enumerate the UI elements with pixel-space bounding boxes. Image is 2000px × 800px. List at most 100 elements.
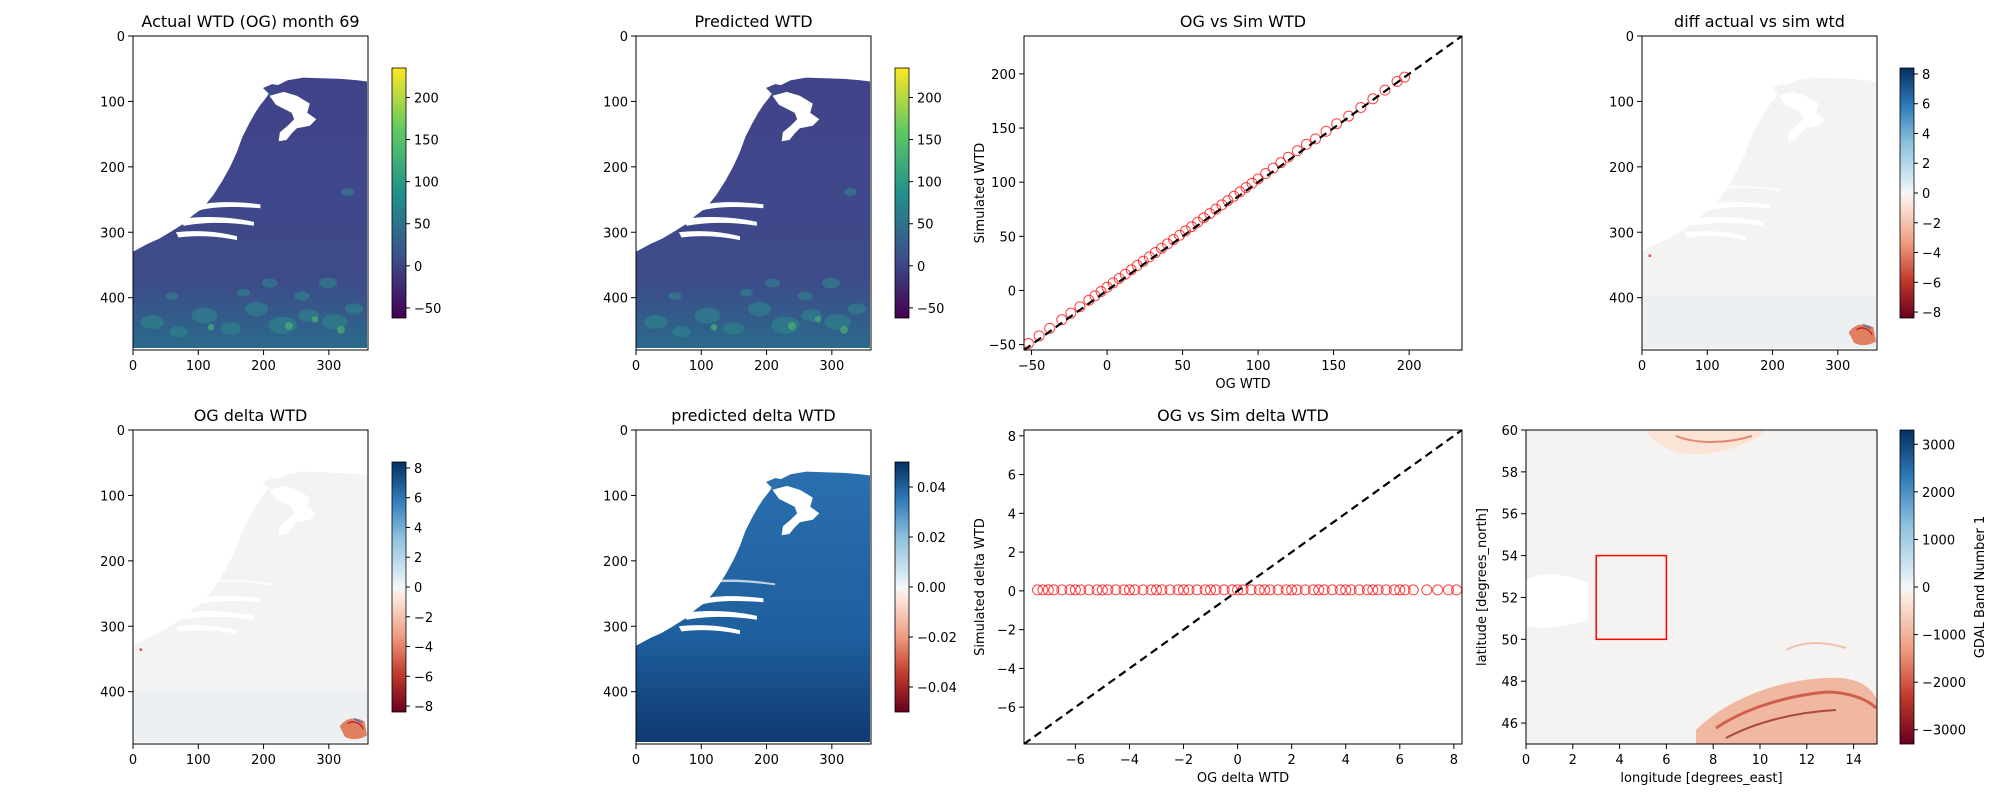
y-tick-label: 200 — [100, 555, 125, 570]
y-tick-label: 8 — [1008, 430, 1016, 445]
x-tick-label: 100 — [186, 753, 211, 768]
p2-map-image — [636, 77, 870, 349]
scatter-point — [1222, 195, 1234, 207]
wet-zone — [321, 314, 348, 330]
wet-zone — [672, 326, 691, 338]
p1-map-content — [133, 77, 367, 349]
alps-relief — [1696, 677, 1877, 744]
x-tick-label: 200 — [754, 359, 779, 374]
p7-ylabel: Simulated delta WTD — [973, 518, 988, 656]
x-tick-label: 300 — [316, 359, 341, 374]
island — [263, 84, 280, 95]
scatter-point — [1345, 584, 1357, 596]
wet-zone — [244, 301, 269, 317]
land-area — [636, 471, 870, 742]
x-tick-label: 200 — [1760, 359, 1785, 374]
y-tick-label: 58 — [1501, 466, 1518, 481]
colorbar-tick-label: 4 — [1922, 127, 1930, 142]
x-tick-label: 0 — [1103, 359, 1111, 374]
colorbar-tick-label: 50 — [917, 218, 934, 233]
water-body — [269, 485, 317, 536]
y-tick-label: 100 — [1609, 95, 1634, 110]
colorbar-tick-label: 2000 — [1922, 486, 1955, 501]
x-tick-label: 6 — [1396, 753, 1404, 768]
island — [1772, 84, 1789, 95]
y-tick-label: 50 — [999, 230, 1016, 245]
scatter-point — [1123, 584, 1135, 596]
wet-zone — [191, 307, 218, 324]
anomaly-edge — [353, 718, 363, 724]
x-tick-label: 0 — [129, 753, 137, 768]
p8-xlabel: longitude [degrees_east] — [1620, 771, 1782, 786]
colorbar-tick-label: 2 — [414, 551, 422, 566]
colorbar-tick-label: 0.04 — [917, 481, 946, 496]
colorbar-tick-label: −2 — [1922, 217, 1941, 232]
x-tick-label: 300 — [819, 359, 844, 374]
colorbar-tick-label: −0.04 — [917, 681, 957, 696]
colorbar-tick-label: 100 — [917, 176, 942, 191]
scatter-point — [1056, 584, 1068, 596]
wet-zone — [694, 307, 721, 324]
scatter-point — [1331, 118, 1343, 130]
wet-zone — [847, 303, 867, 315]
p4-map-content — [1642, 77, 1876, 349]
scatter-point — [1095, 286, 1107, 298]
x-tick-label: 0 — [129, 359, 137, 374]
scatter-point — [1394, 584, 1406, 596]
scatter-point — [1326, 584, 1338, 596]
water-body — [772, 91, 820, 142]
x-tick-label: −2 — [1174, 753, 1193, 768]
colorbar-tick-label: 0 — [414, 260, 422, 275]
p7-xlabel: OG delta WTD — [1197, 771, 1289, 786]
colorbar-tick-label: 50 — [414, 218, 431, 233]
colorbar-tick-label: −8 — [1922, 306, 1941, 321]
colorbar-tick-label: −2000 — [1922, 676, 1966, 691]
colorbar-tick-label: −50 — [917, 302, 944, 317]
scatter-point — [1291, 584, 1303, 596]
x-tick-label: 100 — [1246, 359, 1271, 374]
p3-plot-area — [1024, 36, 1462, 350]
scatter-point — [1183, 584, 1195, 596]
pale-blue-zone — [1642, 296, 1876, 349]
scatter-point — [1074, 301, 1086, 313]
p6-map-content — [636, 471, 870, 742]
colorbar-tick-label: −4 — [414, 641, 433, 656]
wet-zone — [723, 322, 744, 335]
scatter-point — [1299, 584, 1311, 596]
p4-colorbar — [1899, 67, 1915, 319]
y-tick-label: 300 — [603, 620, 628, 635]
wet-zone — [824, 314, 851, 330]
colorbar-tick-label: 0 — [1922, 581, 1930, 596]
water-body — [772, 485, 820, 536]
colorbar-tick-label: −6 — [1922, 276, 1941, 291]
x-tick-label: 300 — [819, 753, 844, 768]
y-tick-label: 400 — [100, 292, 125, 307]
y-tick-label: 0 — [117, 424, 125, 439]
y-tick-label: 200 — [603, 555, 628, 570]
island — [766, 478, 783, 489]
scatter-point — [1407, 584, 1419, 596]
scatter-point — [1272, 584, 1284, 596]
scatter-point — [1192, 216, 1204, 228]
p8-frame — [1525, 429, 1878, 745]
scatter-point — [1075, 584, 1087, 596]
river — [706, 579, 776, 586]
y-tick-label: 0 — [1008, 585, 1016, 600]
colorbar-tick-label: 200 — [414, 91, 439, 106]
scatter-point — [1372, 584, 1384, 596]
scatter-point — [1313, 584, 1325, 596]
anomaly-dot — [1648, 254, 1652, 257]
y-tick-label: 400 — [100, 686, 125, 701]
colorbar-tick-label: 8 — [1922, 68, 1930, 83]
p8-map-content — [1526, 430, 1877, 744]
scatter-point — [1399, 71, 1411, 83]
colorbar-tick-label: −2 — [414, 611, 433, 626]
scatter-point — [1252, 173, 1264, 185]
wet-zone — [740, 288, 753, 297]
p3-xlabel: OG WTD — [1215, 377, 1270, 392]
scatter-point — [1137, 255, 1149, 267]
p5-colorbar — [391, 461, 407, 713]
y-tick-label: 4 — [1008, 507, 1016, 522]
island — [263, 478, 280, 489]
scatter-point — [1032, 584, 1044, 596]
